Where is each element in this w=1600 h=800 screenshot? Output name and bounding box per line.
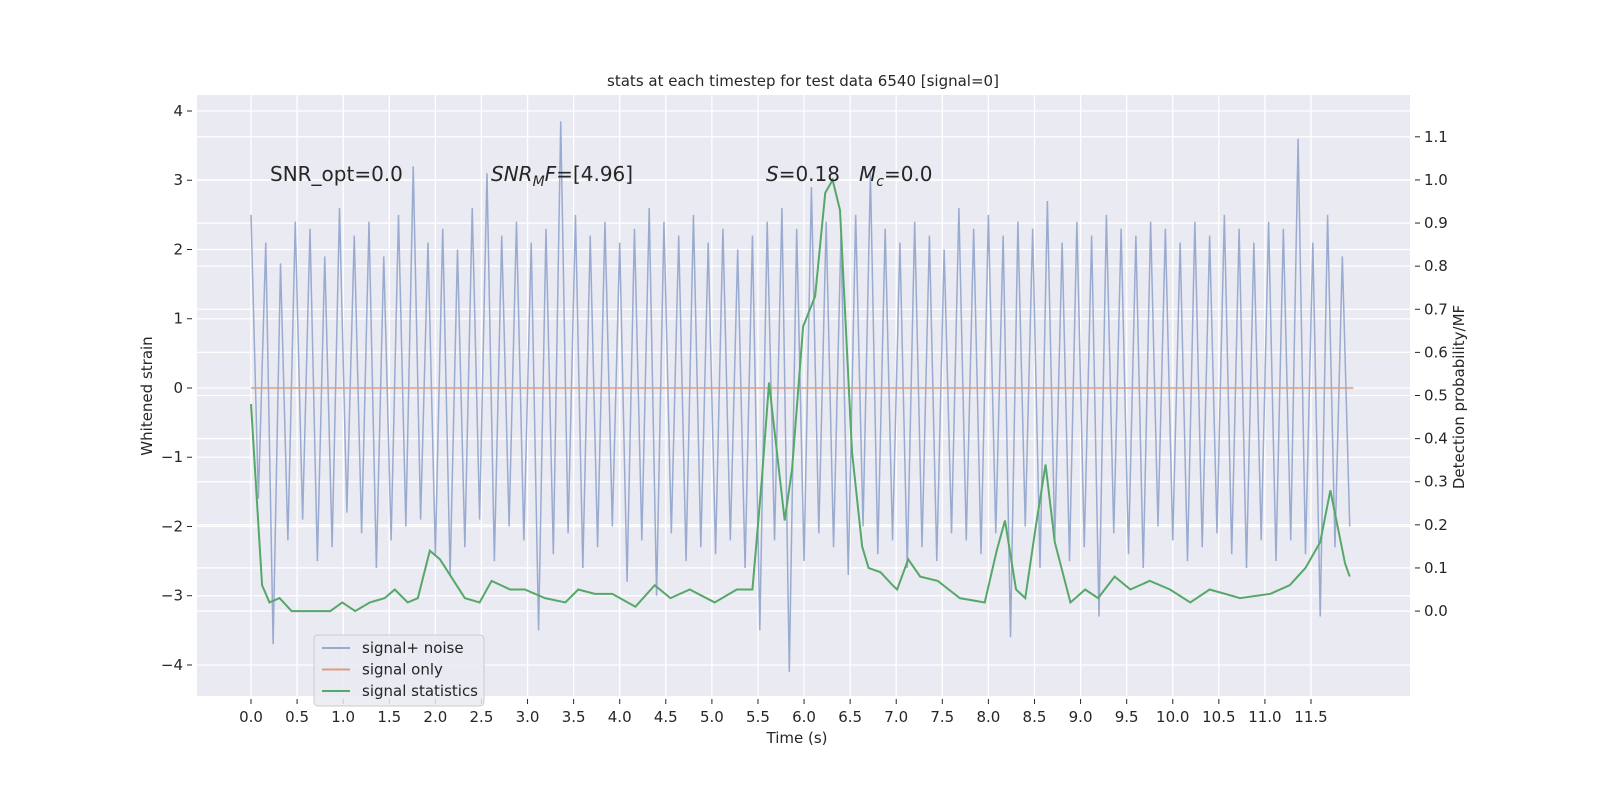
x-tick-label: 0.0 xyxy=(239,708,263,726)
x-tick-label: 7.0 xyxy=(884,708,908,726)
y-tick-label: −1 xyxy=(161,448,183,466)
legend-label: signal only xyxy=(362,661,443,679)
y2-tick-label: 0.9 xyxy=(1424,214,1448,232)
y2-tick-label: 0.0 xyxy=(1424,602,1448,620)
x-tick-label: 5.0 xyxy=(700,708,724,726)
annotation-part: =0.18 xyxy=(779,162,840,186)
y2-tick-label: 1.0 xyxy=(1424,171,1448,189)
x-tick-label: 8.5 xyxy=(1023,708,1047,726)
labels: 0.0 0.5 1.0 1.5 2.0 2.5 3.0 3.5 4.0 4.5 5.0 5.5 6.0 6… xyxy=(161,102,1448,726)
x-tick-label: 6.0 xyxy=(792,708,816,726)
x-tick-label: 3.5 xyxy=(562,708,586,726)
y2-axis-label: Detection probability/MF xyxy=(1450,305,1468,489)
annotation: Mc=0.0 xyxy=(859,162,933,190)
y2-tick-label: 0.2 xyxy=(1424,516,1448,534)
annotation-part: S xyxy=(766,162,779,186)
marks xyxy=(250,121,1354,672)
x-tick-label: 11.0 xyxy=(1248,708,1281,726)
annotation: S=0.18 xyxy=(766,162,840,186)
series-line xyxy=(250,121,1351,672)
x-axis-label: Time (s) xyxy=(766,729,828,747)
y-tick-label: 4 xyxy=(173,102,183,120)
annotation-part: SNR_opt=0.0 xyxy=(270,162,403,186)
legend xyxy=(313,634,485,707)
y2-tick-label: 0.8 xyxy=(1424,257,1448,275)
x-tick-label: 5.5 xyxy=(746,708,770,726)
x-tick-label: 10.5 xyxy=(1202,708,1235,726)
y-axis-label: Whitened strain xyxy=(138,336,156,455)
y2-tick-label: 0.7 xyxy=(1424,300,1448,318)
x-tick-label: 1.5 xyxy=(377,708,401,726)
x-tick-label: 9.5 xyxy=(1115,708,1139,726)
annotation-part: SNR xyxy=(491,162,533,186)
annotation-part: M xyxy=(533,174,545,190)
x-tick-label: 11.5 xyxy=(1294,708,1327,726)
annotation: SNR_opt=0.0 xyxy=(270,162,403,186)
y-tick-label: −4 xyxy=(161,656,183,674)
y2-tick-label: 0.5 xyxy=(1424,387,1448,405)
y2-tick-label: 0.3 xyxy=(1424,473,1448,491)
x-tick-label: 8.0 xyxy=(976,708,1000,726)
annotation-part: =0.0 xyxy=(884,162,933,186)
annotation-part: M xyxy=(859,162,876,186)
y2-tick-label: 1.1 xyxy=(1424,128,1448,146)
x-tick-label: 2.0 xyxy=(423,708,447,726)
y-tick-label: −3 xyxy=(161,587,183,605)
x-tick-label: 7.5 xyxy=(930,708,954,726)
x-tick-label: 3.0 xyxy=(516,708,540,726)
legend-label: signal+ noise xyxy=(362,639,464,657)
x-tick-label: 6.5 xyxy=(838,708,862,726)
y2-tick-label: 0.4 xyxy=(1424,430,1448,448)
annotation: SNRMF=[4.96] xyxy=(491,162,633,190)
y-tick-label: −2 xyxy=(161,517,183,535)
y-tick-label: 1 xyxy=(173,310,183,328)
y-tick-label: 3 xyxy=(173,171,183,189)
legend-label: signal statistics xyxy=(362,682,478,700)
x-tick-label: 4.0 xyxy=(608,708,632,726)
x-tick-label: 4.5 xyxy=(654,708,678,726)
x-tick-label: 2.5 xyxy=(470,708,494,726)
x-tick-label: 1.0 xyxy=(331,708,355,726)
y2-tick-label: 0.6 xyxy=(1424,343,1448,361)
y-tick-label: 0 xyxy=(173,379,183,397)
annotation-part: c xyxy=(876,174,884,190)
y-tick-label: 2 xyxy=(173,240,183,258)
x-tick-label: 9.0 xyxy=(1069,708,1093,726)
y2-tick-label: 0.1 xyxy=(1424,559,1448,577)
series-line xyxy=(250,177,1351,613)
annotation-part: =[4.96] xyxy=(556,162,633,186)
grid xyxy=(197,95,1410,696)
annotation-part: F xyxy=(545,162,557,186)
x-tick-label: 0.5 xyxy=(285,708,309,726)
chart-title: stats at each timestep for test data 654… xyxy=(607,72,999,90)
x-tick-label: 10.0 xyxy=(1156,708,1189,726)
legend-entries: signal+ noise signal only signal statistic… xyxy=(322,639,478,700)
